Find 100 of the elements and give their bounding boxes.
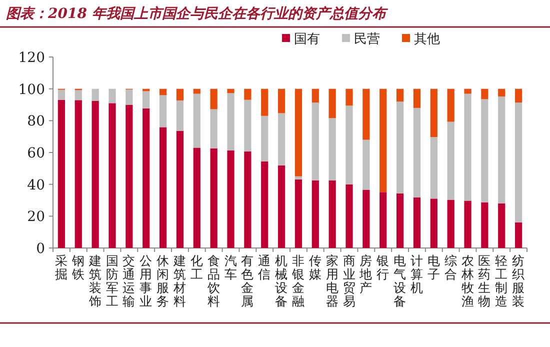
x-tick-label: 交通运输 <box>122 253 136 308</box>
bar <box>92 100 99 248</box>
bar <box>481 88 488 100</box>
bar <box>108 88 116 104</box>
x-tick-label: 休闲服务 <box>156 253 170 308</box>
x-tick-label: 医药生物 <box>478 253 492 308</box>
x-tick-label: 机械设备 <box>275 253 288 308</box>
bar <box>227 150 234 248</box>
x-tick-label: 食品饮料 <box>206 253 220 308</box>
bar <box>481 99 488 202</box>
bar <box>294 88 302 176</box>
bar <box>396 88 404 102</box>
x-tick-label: 银行 <box>376 253 390 282</box>
bar <box>193 88 200 94</box>
x-tick-label: 农林牧渔 <box>460 253 474 308</box>
chart-title: 图表：2018 年我国上市国企与民企在各行业的资产总值分布 <box>6 5 389 22</box>
bar <box>244 88 252 100</box>
legend-label: 民营 <box>354 32 380 47</box>
bar <box>413 88 421 108</box>
bar <box>481 202 488 248</box>
bar <box>210 109 218 148</box>
bar <box>58 100 66 248</box>
legend-label: 国有 <box>294 32 320 47</box>
bar <box>514 88 522 103</box>
bar <box>142 108 150 248</box>
x-tick-label: 家用电器 <box>326 253 339 308</box>
x-tick-label: 化工 <box>190 253 204 282</box>
bar <box>74 90 82 100</box>
legend-item: 其他 <box>402 32 440 47</box>
bar <box>176 130 184 248</box>
bar <box>312 88 319 103</box>
bar <box>294 179 302 248</box>
bar <box>278 88 286 114</box>
bar <box>514 222 522 248</box>
bar <box>430 88 438 138</box>
bar <box>244 151 252 248</box>
bar <box>176 100 184 131</box>
bar <box>227 88 234 94</box>
bar <box>396 193 404 248</box>
bar <box>176 88 184 100</box>
bar <box>346 88 353 106</box>
bar <box>362 88 370 140</box>
bar <box>193 148 200 248</box>
bar <box>413 197 421 248</box>
bar <box>58 90 66 100</box>
x-tick-label: 轻工制造 <box>495 253 508 308</box>
x-tick-label: 汽车 <box>224 253 238 282</box>
legend-item: 民营 <box>342 32 380 47</box>
y-tick-label: 60 <box>27 146 45 162</box>
bar <box>108 103 116 248</box>
bar <box>447 122 454 200</box>
bar <box>227 93 234 150</box>
bar <box>294 176 302 180</box>
bar <box>92 88 99 101</box>
x-tick-label: 公用事业 <box>140 253 153 308</box>
y-tick-label: 0 <box>36 241 45 257</box>
x-tick-label: 非银金融 <box>290 253 305 308</box>
bar <box>312 180 319 248</box>
bar <box>261 88 268 116</box>
x-tick-label: 商业贸易 <box>342 253 356 308</box>
bar <box>278 165 286 248</box>
bar <box>430 198 438 248</box>
bar <box>346 184 353 248</box>
bar <box>380 192 387 248</box>
y-tick-label: 120 <box>18 50 45 66</box>
bar <box>396 102 404 194</box>
bar <box>514 102 522 222</box>
bar <box>159 127 167 248</box>
x-tick-label: 通信 <box>258 253 272 282</box>
bar <box>328 180 336 248</box>
bar <box>346 106 353 184</box>
bar <box>193 94 200 148</box>
y-tick-label: 40 <box>27 177 45 194</box>
bar <box>430 137 438 199</box>
bar <box>261 161 268 248</box>
bar <box>261 116 268 162</box>
bar <box>362 190 370 248</box>
x-tick-label: 电气设备 <box>394 253 407 308</box>
bar <box>447 88 454 122</box>
bar <box>142 91 150 108</box>
x-tick-label: 国防军工 <box>106 253 119 308</box>
x-tick-label: 建筑材料 <box>172 253 186 308</box>
x-tick-label: 传媒 <box>308 253 322 282</box>
bar <box>464 88 472 94</box>
bar <box>413 108 421 198</box>
bar <box>74 100 82 248</box>
bar <box>498 88 506 96</box>
x-tick-label: 计算机 <box>410 253 424 295</box>
x-tick-label: 电子 <box>427 253 440 282</box>
bar <box>210 148 218 248</box>
x-tick-label: 钢铁 <box>70 253 85 282</box>
bar <box>498 203 506 248</box>
x-tick-label: 纺织服装 <box>512 253 526 308</box>
y-tick-label: 100 <box>18 82 45 98</box>
x-tick-label: 房地产 <box>358 253 373 295</box>
bar <box>278 113 286 166</box>
x-tick-label: 综合 <box>444 253 458 282</box>
bar <box>447 200 454 248</box>
bar <box>380 88 387 192</box>
y-tick-label: 20 <box>27 209 45 226</box>
